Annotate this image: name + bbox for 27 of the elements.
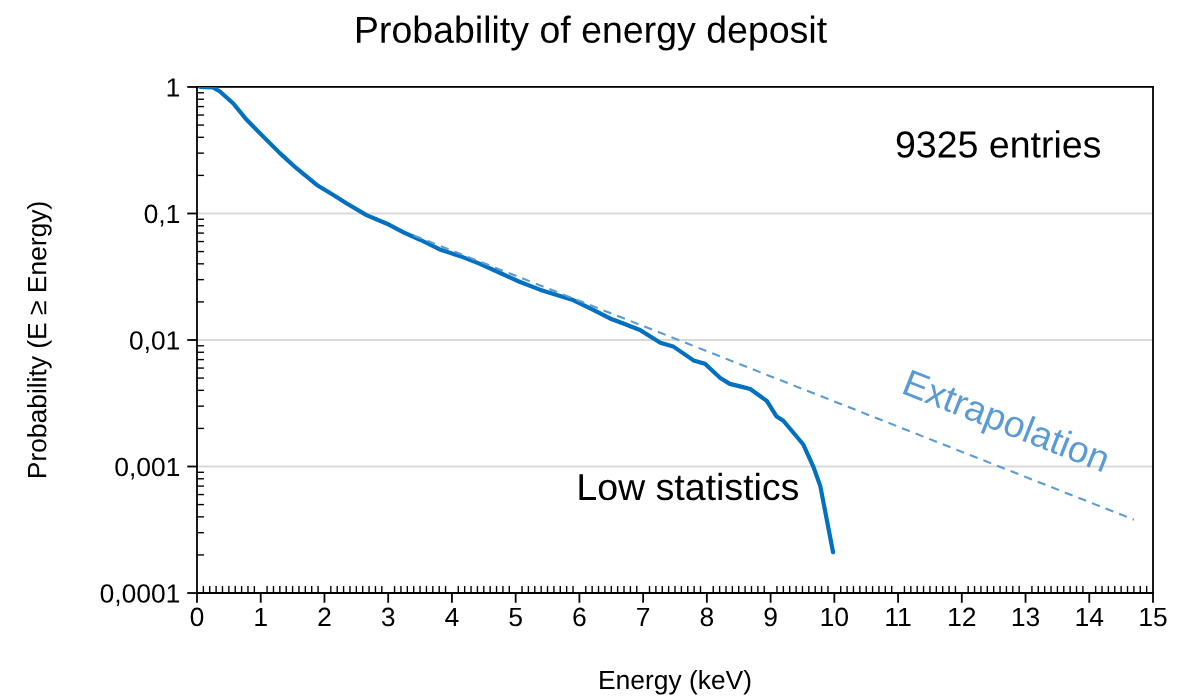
x-tick-label: 3: [381, 607, 395, 627]
annotation: 9325 entries: [896, 130, 1101, 158]
x-tick-label: 15: [1140, 607, 1167, 627]
x-tick-label: 7: [637, 607, 650, 627]
x-tick-label: 5: [509, 607, 522, 627]
x-tick-label: 0: [190, 607, 204, 627]
y-axis-title: Probability (E ≥ Energy): [27, 202, 52, 478]
x-tick-label: 10: [821, 607, 848, 627]
x-tick-label: 4: [445, 607, 459, 627]
x-tick-label: 14: [1076, 607, 1104, 627]
y-tick-label: 0,01: [130, 331, 180, 353]
x-tick-label: 13: [1012, 607, 1040, 627]
chart-title: Probability of energy deposit: [356, 15, 827, 51]
line-series: [198, 86, 836, 555]
x-tick-label: 9: [764, 607, 777, 627]
y-tick-label: 1: [167, 78, 180, 97]
x-tick-label: 8: [700, 607, 714, 627]
y-tick-label: 0,001: [115, 457, 180, 480]
x-tick-label: 11: [886, 607, 911, 627]
x-tick-label: 6: [573, 607, 586, 627]
annotation: Low statistics: [579, 472, 799, 501]
x-tick-label: 1: [255, 607, 267, 627]
x-tick-label: 2: [318, 607, 331, 627]
x-axis-title: Energy (keV): [600, 669, 751, 695]
y-tick-label: 0,1: [144, 204, 180, 227]
x-tick-label: 12: [949, 607, 976, 627]
y-tick-label: 0,0001: [100, 584, 180, 606]
